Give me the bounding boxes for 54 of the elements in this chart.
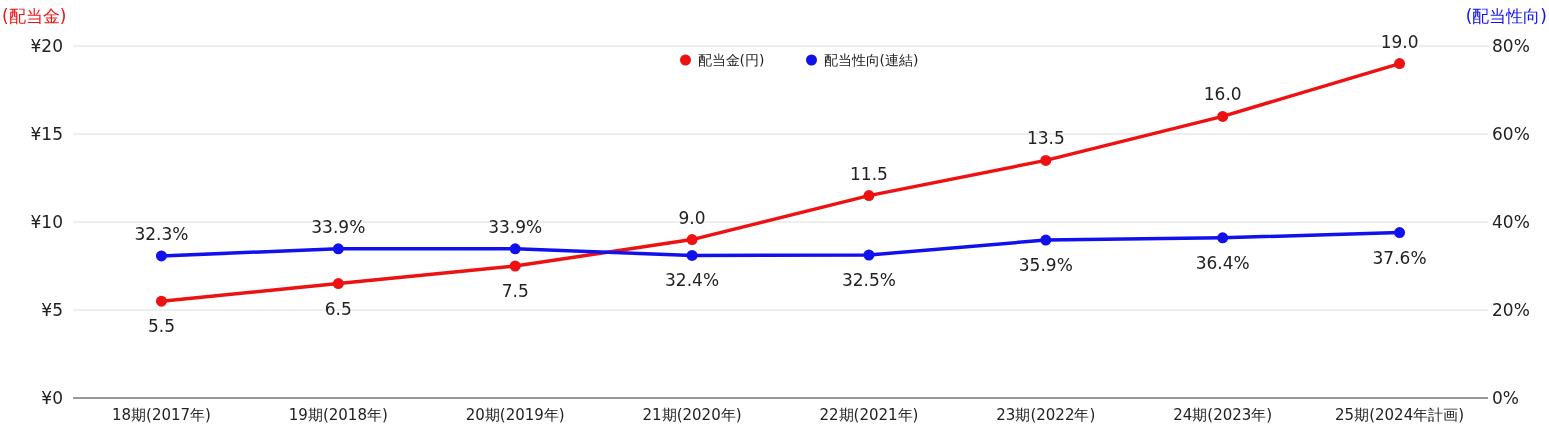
point [1394, 58, 1406, 70]
data-label: 16.0 [1203, 84, 1242, 105]
point [686, 234, 698, 246]
data-label: 5.5 [147, 316, 175, 337]
data-label: 32.5% [841, 270, 896, 290]
y-axis-title: (配当金) [2, 6, 67, 26]
y2-tick-label: 80% [1492, 36, 1530, 56]
x-tick-label: 20期(2019年) [465, 406, 565, 424]
y2-tick-label: 60% [1492, 124, 1530, 144]
point [509, 243, 521, 255]
point [686, 249, 698, 261]
data-label: 35.9% [1018, 255, 1073, 276]
y-tick-label: ¥5 [41, 300, 63, 320]
x-tick-label: 25期(2024年計画) [1335, 406, 1465, 424]
y-tick-label: ¥20 [30, 36, 63, 56]
data-label: 7.5 [501, 281, 529, 301]
point [155, 295, 167, 307]
x-tick-label: 21期(2020年) [642, 406, 742, 424]
data-label: 33.9% [311, 216, 366, 237]
data-label: 32.4% [665, 270, 720, 291]
data-label: 13.5 [1026, 128, 1065, 149]
point [863, 190, 875, 202]
y2-tick-label: 0% [1492, 388, 1519, 408]
y-tick-label: ¥10 [30, 212, 63, 232]
y2-axis-title: (配当性向) [1465, 6, 1547, 26]
point [332, 243, 344, 255]
point [1040, 154, 1052, 166]
x-tick-label: 19期(2018年) [288, 406, 388, 424]
y2-tick-label: 40% [1492, 212, 1530, 232]
point [1040, 234, 1052, 246]
point [155, 250, 167, 262]
point [332, 278, 344, 290]
point [509, 260, 521, 272]
data-label: 11.5 [850, 163, 888, 184]
x-tick-label: 24期(2023年) [1173, 406, 1273, 424]
data-label: 9.0 [678, 207, 706, 228]
legend-label: 配当性向(連結) [823, 52, 919, 68]
data-label: 37.6% [1372, 247, 1427, 268]
data-label: 33.9% [488, 216, 543, 237]
y2-tick-label: 20% [1492, 300, 1530, 320]
x-tick-label: 18期(2017年) [111, 406, 211, 424]
point [1217, 110, 1229, 122]
point [863, 249, 875, 261]
data-label: 19.0 [1380, 31, 1419, 52]
data-label: 32.3% [134, 223, 189, 244]
x-tick-label: 23期(2022年) [996, 406, 1096, 424]
y-tick-label: ¥0 [41, 388, 63, 408]
data-label: 36.4% [1195, 252, 1250, 273]
point [1217, 232, 1229, 244]
legend-label: 配当金(円) [697, 52, 765, 68]
y-tick-label: ¥15 [30, 124, 63, 144]
point [1394, 227, 1406, 239]
x-tick-label: 22期(2021年) [819, 406, 919, 424]
data-label: 6.5 [324, 298, 352, 319]
